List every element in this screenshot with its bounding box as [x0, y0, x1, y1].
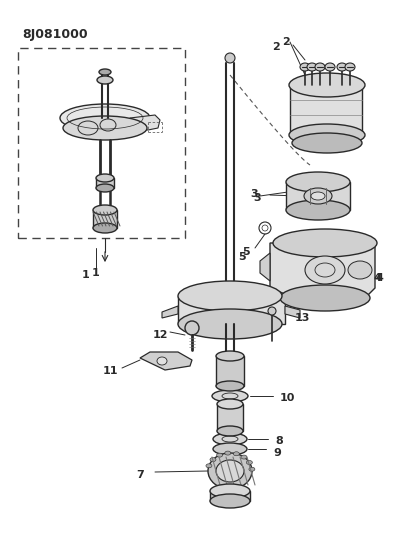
Text: 5: 5: [238, 252, 246, 262]
Ellipse shape: [213, 443, 247, 455]
Ellipse shape: [300, 63, 310, 71]
Ellipse shape: [307, 63, 317, 71]
Text: 8J081000: 8J081000: [22, 28, 88, 41]
Ellipse shape: [96, 184, 114, 192]
Text: 1: 1: [92, 268, 100, 278]
Text: 13: 13: [295, 313, 310, 323]
Ellipse shape: [178, 309, 282, 339]
Ellipse shape: [337, 63, 347, 71]
Ellipse shape: [273, 229, 377, 257]
Text: 7: 7: [136, 470, 144, 480]
Polygon shape: [178, 296, 285, 324]
Ellipse shape: [216, 351, 244, 361]
Polygon shape: [285, 306, 300, 318]
Ellipse shape: [185, 321, 199, 335]
Ellipse shape: [289, 73, 365, 97]
Ellipse shape: [217, 453, 222, 457]
Ellipse shape: [206, 464, 212, 468]
Ellipse shape: [96, 174, 114, 182]
Ellipse shape: [63, 116, 147, 140]
Text: 3: 3: [250, 189, 258, 199]
Ellipse shape: [97, 76, 113, 84]
Polygon shape: [290, 85, 362, 135]
Ellipse shape: [60, 104, 150, 132]
Ellipse shape: [289, 124, 365, 146]
Ellipse shape: [210, 458, 216, 462]
Text: 2: 2: [272, 42, 280, 52]
Ellipse shape: [212, 390, 248, 402]
Polygon shape: [130, 115, 160, 130]
Ellipse shape: [304, 188, 332, 204]
Text: 5: 5: [242, 247, 250, 257]
Ellipse shape: [315, 63, 325, 71]
Ellipse shape: [249, 467, 255, 471]
Ellipse shape: [345, 63, 355, 71]
Ellipse shape: [225, 53, 235, 63]
Ellipse shape: [325, 63, 335, 71]
Ellipse shape: [157, 357, 167, 365]
Ellipse shape: [93, 223, 117, 233]
Ellipse shape: [233, 452, 239, 456]
Ellipse shape: [208, 453, 252, 489]
Ellipse shape: [241, 455, 247, 459]
Text: 6: 6: [211, 493, 219, 503]
Text: 11: 11: [103, 366, 118, 376]
Ellipse shape: [99, 69, 111, 75]
Ellipse shape: [268, 307, 276, 315]
Ellipse shape: [286, 172, 350, 192]
Ellipse shape: [93, 205, 117, 215]
Ellipse shape: [305, 256, 345, 284]
Ellipse shape: [217, 426, 243, 436]
Bar: [18, 48, 185, 238]
Polygon shape: [270, 243, 375, 298]
Ellipse shape: [216, 460, 244, 482]
Ellipse shape: [210, 484, 250, 498]
Ellipse shape: [348, 261, 372, 279]
Ellipse shape: [246, 461, 252, 464]
Polygon shape: [96, 178, 114, 188]
Text: 9: 9: [273, 448, 281, 458]
Text: 4: 4: [376, 273, 384, 283]
Ellipse shape: [280, 285, 370, 311]
Polygon shape: [140, 352, 192, 370]
Ellipse shape: [292, 133, 362, 153]
Text: 2: 2: [282, 37, 290, 47]
Ellipse shape: [286, 200, 350, 220]
Text: 1: 1: [82, 270, 90, 280]
Text: 12: 12: [152, 330, 168, 340]
Polygon shape: [162, 306, 178, 318]
Polygon shape: [286, 182, 350, 210]
Text: 3: 3: [253, 193, 261, 203]
Polygon shape: [210, 491, 250, 501]
Ellipse shape: [225, 451, 231, 455]
Ellipse shape: [311, 192, 325, 200]
Ellipse shape: [217, 399, 243, 409]
Text: 10: 10: [280, 393, 295, 403]
Polygon shape: [93, 210, 117, 228]
Ellipse shape: [210, 494, 250, 508]
Ellipse shape: [213, 433, 247, 445]
Ellipse shape: [216, 381, 244, 391]
Polygon shape: [260, 253, 270, 281]
Text: 8: 8: [275, 436, 283, 446]
Text: 4: 4: [374, 273, 382, 283]
Polygon shape: [216, 356, 244, 386]
Polygon shape: [217, 404, 243, 431]
Ellipse shape: [178, 281, 282, 311]
